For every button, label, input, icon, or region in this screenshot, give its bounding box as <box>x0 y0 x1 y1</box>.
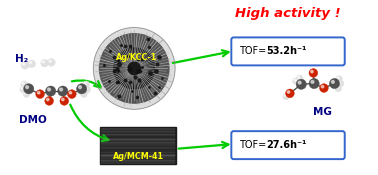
Circle shape <box>46 98 49 101</box>
Text: 27.6h⁻¹: 27.6h⁻¹ <box>266 140 307 150</box>
Text: H₂: H₂ <box>15 54 28 64</box>
Circle shape <box>48 59 55 66</box>
Text: TOF=: TOF= <box>239 140 270 150</box>
Circle shape <box>26 86 28 89</box>
Circle shape <box>58 86 68 96</box>
Circle shape <box>24 84 34 94</box>
Circle shape <box>99 34 169 103</box>
Circle shape <box>283 93 290 100</box>
FancyBboxPatch shape <box>231 37 345 65</box>
Circle shape <box>84 86 91 93</box>
Circle shape <box>49 60 51 62</box>
Circle shape <box>339 82 341 83</box>
Text: 53.2h⁻¹: 53.2h⁻¹ <box>266 46 307 56</box>
Circle shape <box>21 81 28 88</box>
Circle shape <box>46 86 56 96</box>
Circle shape <box>296 75 303 82</box>
Circle shape <box>84 82 86 84</box>
Circle shape <box>21 62 29 69</box>
Circle shape <box>309 69 318 77</box>
Circle shape <box>336 76 342 82</box>
Circle shape <box>337 80 344 87</box>
Circle shape <box>285 89 294 98</box>
Circle shape <box>114 48 155 89</box>
Text: DMO: DMO <box>19 115 46 125</box>
Circle shape <box>311 80 314 83</box>
Circle shape <box>311 70 313 73</box>
Circle shape <box>329 78 339 89</box>
Circle shape <box>29 62 32 64</box>
Circle shape <box>287 91 290 93</box>
Circle shape <box>335 85 342 92</box>
Circle shape <box>298 81 301 84</box>
Circle shape <box>321 85 324 88</box>
Circle shape <box>48 88 50 91</box>
Circle shape <box>22 82 24 84</box>
Circle shape <box>93 28 175 109</box>
Circle shape <box>21 88 23 89</box>
Circle shape <box>319 84 328 92</box>
Circle shape <box>294 79 296 81</box>
Circle shape <box>42 61 45 63</box>
Circle shape <box>309 78 319 89</box>
Text: TOF=: TOF= <box>239 46 270 56</box>
Circle shape <box>69 92 72 94</box>
Circle shape <box>62 98 64 101</box>
Circle shape <box>60 88 62 91</box>
Circle shape <box>37 92 40 94</box>
Circle shape <box>60 97 69 105</box>
Text: Ag/MCM-41: Ag/MCM-41 <box>113 152 163 161</box>
Circle shape <box>81 91 87 97</box>
Circle shape <box>25 92 26 94</box>
Bar <box>100 127 176 164</box>
Circle shape <box>23 91 30 97</box>
Circle shape <box>83 81 90 88</box>
Circle shape <box>28 60 36 68</box>
Circle shape <box>68 90 76 99</box>
Circle shape <box>293 78 299 85</box>
Text: High activity !: High activity ! <box>235 7 341 20</box>
Circle shape <box>79 86 81 89</box>
Circle shape <box>85 88 87 89</box>
Circle shape <box>296 79 306 89</box>
Text: Ag/KCC-1: Ag/KCC-1 <box>115 53 157 62</box>
Circle shape <box>20 86 26 93</box>
Circle shape <box>298 76 300 78</box>
Circle shape <box>82 92 84 94</box>
Circle shape <box>332 80 334 83</box>
Circle shape <box>23 63 25 65</box>
Circle shape <box>284 94 286 96</box>
Circle shape <box>77 84 87 94</box>
Circle shape <box>336 86 338 88</box>
Circle shape <box>337 77 339 79</box>
Circle shape <box>41 59 48 67</box>
Circle shape <box>36 90 45 99</box>
FancyBboxPatch shape <box>231 131 345 159</box>
Text: MG: MG <box>313 107 332 117</box>
Circle shape <box>45 97 54 105</box>
